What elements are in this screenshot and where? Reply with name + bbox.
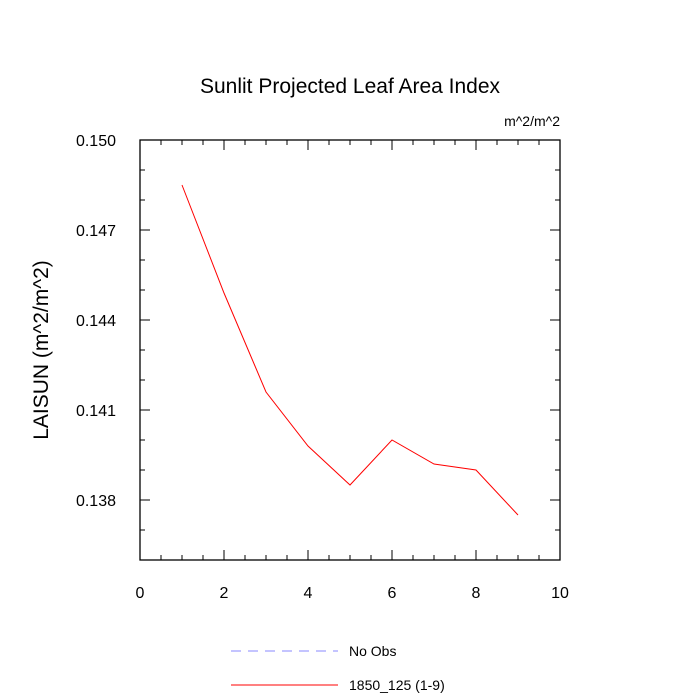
x-tick-label: 0 — [136, 585, 145, 602]
x-tick-label: 6 — [388, 585, 397, 602]
y-tick-label: 0.147 — [76, 223, 116, 240]
y-tick-label: 0.144 — [76, 313, 116, 330]
x-tick-label: 10 — [551, 585, 569, 602]
y-tick-label: 0.150 — [76, 133, 116, 150]
x-tick-label: 8 — [472, 585, 481, 602]
units-label: m^2/m^2 — [504, 113, 560, 129]
legend: No Obs 1850_125 (1-9) — [231, 643, 445, 693]
chart-title: Sunlit Projected Leaf Area Index — [200, 75, 501, 98]
axis-ticks: 0 2 4 6 8 10 0.138 0.141 0.144 0.147 0.150 — [76, 133, 569, 602]
legend-label: 1850_125 (1-9) — [349, 677, 445, 693]
plot-frame — [139, 139, 561, 561]
legend-label: No Obs — [349, 643, 396, 659]
series-layer — [181, 184, 519, 516]
series-line — [181, 184, 519, 516]
y-tick-label: 0.138 — [76, 493, 116, 510]
y-axis-label: LAISUN (m^2/m^2) — [30, 260, 53, 440]
y-tick-label: 0.141 — [76, 403, 116, 420]
x-tick-label: 4 — [304, 585, 313, 602]
x-tick-label: 2 — [220, 585, 229, 602]
